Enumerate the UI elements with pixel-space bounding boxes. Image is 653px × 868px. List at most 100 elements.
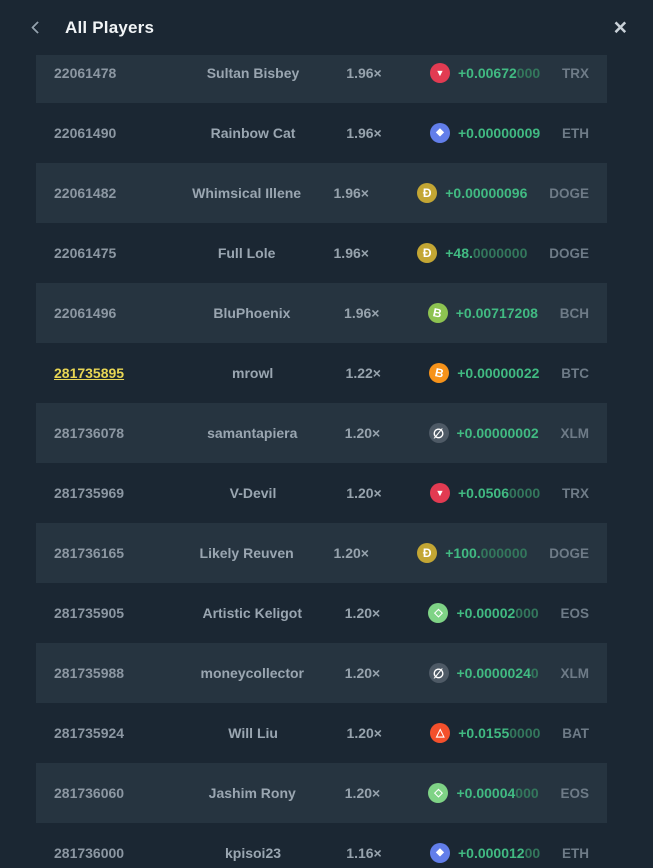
payout-multiplier: 1.20× — [346, 485, 382, 501]
coin-glyph: ∅ — [432, 665, 445, 681]
player-name: moneycollector — [200, 665, 304, 681]
player-row[interactable]: 22061478 Sultan Bisbey 1.96× ▼ +0.006720… — [36, 55, 607, 103]
bet-id[interactable]: 281736000 — [54, 845, 125, 861]
payout-multiplier: 1.96× — [333, 185, 369, 201]
bet-id[interactable]: 281735924 — [54, 725, 125, 741]
player-name: Full Lole — [217, 245, 276, 261]
bet-id[interactable]: 22061475 — [54, 245, 117, 261]
payout: ∅ +0.00000240 — [428, 663, 561, 683]
player-row[interactable]: 281736000 kpisoi23 1.16× ◆ +0.00001200 E… — [36, 823, 607, 868]
payout-multiplier: 1.96× — [346, 125, 382, 141]
coin-glyph: ◆ — [436, 847, 444, 858]
player-name: samantapiera — [207, 425, 298, 441]
player-row[interactable]: 281736165 Likely Reuven 1.20× Đ +100.000… — [36, 523, 607, 583]
player-row[interactable]: 281735988 moneycollector 1.20× ∅ +0.0000… — [36, 643, 607, 703]
bet-id[interactable]: 22061496 — [54, 305, 117, 321]
coin-glyph: B — [433, 364, 445, 381]
payout-amount: +0.00000096 — [445, 185, 528, 201]
payout-multiplier: 1.20× — [344, 425, 381, 441]
player-row[interactable]: 281735969 V-Devil 1.20× ▼ +0.05060000 TR… — [36, 463, 607, 523]
player-name: Jashim Rony — [208, 785, 296, 801]
payout-amount: +100.000000 — [445, 545, 528, 561]
tron-icon: ▼ — [430, 63, 450, 83]
chevron-left-icon — [30, 21, 44, 34]
currency-code: BAT — [562, 725, 589, 741]
bet-id[interactable]: 281736060 — [54, 785, 125, 801]
stellar-icon: ∅ — [428, 663, 449, 683]
payout-amount: +0.00001200 — [458, 845, 541, 861]
close-icon[interactable]: × — [613, 14, 627, 40]
ethereum-icon: ◆ — [430, 123, 450, 143]
stellar-icon: ∅ — [428, 423, 449, 443]
payout-multiplier: 1.16× — [346, 845, 382, 861]
tron-icon: ▼ — [430, 483, 450, 503]
payout: B +0.00000022 — [429, 363, 561, 383]
players-list[interactable]: 22061478 Sultan Bisbey 1.96× ▼ +0.006720… — [0, 55, 653, 868]
payout: △ +0.01550000 — [430, 723, 562, 743]
currency-code: BTC — [561, 365, 589, 381]
payout-multiplier: 1.20× — [344, 785, 381, 801]
player-name: Artistic Keligot — [202, 605, 303, 621]
player-name: Will Liu — [228, 725, 278, 741]
currency-code: XLM — [560, 425, 590, 441]
eos-icon: ◇ — [428, 603, 449, 623]
bet-id[interactable]: 281735988 — [54, 665, 125, 681]
bet-id[interactable]: 22061482 — [54, 185, 117, 201]
dogecoin-icon: Đ — [417, 183, 438, 203]
eos-icon: ◇ — [428, 783, 449, 803]
bet-id[interactable]: 281736078 — [54, 425, 125, 441]
player-row[interactable]: 281736060 Jashim Rony 1.20× ◇ +0.0000400… — [36, 763, 607, 823]
player-name: Likely Reuven — [199, 545, 294, 561]
bitcoin-cash-icon: B — [427, 303, 448, 323]
back-button[interactable] — [22, 15, 48, 41]
payout: ▼ +0.00672000 — [430, 63, 562, 83]
player-row[interactable]: 22061482 Whimsical Illene 1.96× Đ +0.000… — [36, 163, 607, 223]
player-row[interactable]: 281735924 Will Liu 1.20× △ +0.01550000 B… — [36, 703, 607, 763]
player-row[interactable]: 22061496 BluPhoenix 1.96× B +0.00717208 … — [36, 283, 607, 343]
bet-id[interactable]: 281736165 — [54, 545, 125, 561]
player-name: kpisoi23 — [224, 845, 282, 861]
coin-glyph: B — [432, 304, 444, 321]
list-viewport: 22061478 Sultan Bisbey 1.96× ▼ +0.006720… — [0, 55, 653, 868]
payout-multiplier: 1.96× — [344, 305, 380, 321]
currency-code: EOS — [560, 785, 589, 801]
coin-glyph: ∅ — [432, 425, 445, 441]
currency-code: TRX — [562, 485, 589, 501]
player-row[interactable]: 281735905 Artistic Keligot 1.20× ◇ +0.00… — [36, 583, 607, 643]
payout: ◆ +0.00000009 — [430, 123, 562, 143]
ethereum-icon: ◆ — [430, 843, 450, 863]
payout-amount: +0.01550000 — [458, 725, 541, 741]
payout: Đ +100.000000 — [417, 543, 549, 563]
player-row[interactable]: 281735895 mrowl 1.22× B +0.00000022 BTC — [36, 343, 607, 403]
bet-id[interactable]: 22061490 — [54, 125, 117, 141]
bet-id[interactable]: 281735895 — [54, 365, 125, 381]
player-name: Rainbow Cat — [210, 125, 296, 141]
coin-glyph: ◆ — [436, 127, 444, 138]
payout-amount: +0.00000009 — [458, 125, 541, 141]
player-name: V-Devil — [229, 485, 277, 501]
payout-amount: +0.00000002 — [456, 425, 539, 441]
payout: Đ +0.00000096 — [417, 183, 549, 203]
payout-amount: +0.00000022 — [457, 365, 540, 381]
coin-glyph: ▼ — [435, 487, 445, 498]
bet-id[interactable]: 22061478 — [54, 65, 117, 81]
player-row[interactable]: 281736078 samantapiera 1.20× ∅ +0.000000… — [36, 403, 607, 463]
payout-amount: +0.00002000 — [456, 605, 539, 621]
currency-code: DOGE — [549, 245, 589, 261]
payout: B +0.00717208 — [427, 303, 560, 323]
coin-glyph: Đ — [422, 185, 432, 200]
player-name: mrowl — [232, 365, 274, 381]
coin-glyph: ◇ — [434, 606, 443, 619]
player-row[interactable]: 22061490 Rainbow Cat 1.96× ◆ +0.00000009… — [36, 103, 607, 163]
bet-id[interactable]: 281735969 — [54, 485, 125, 501]
player-name: Whimsical Illene — [192, 185, 302, 201]
coin-glyph: △ — [436, 726, 445, 739]
payout-multiplier: 1.22× — [345, 365, 381, 381]
bet-id[interactable]: 281735905 — [54, 605, 125, 621]
player-name: Sultan Bisbey — [206, 65, 300, 81]
player-row[interactable]: 22061475 Full Lole 1.96× Đ +48.0000000 D… — [36, 223, 607, 283]
payout-multiplier: 1.96× — [346, 65, 382, 81]
payout-amount: +0.05060000 — [458, 485, 541, 501]
payout-amount: +0.00000240 — [456, 665, 539, 681]
payout: ▼ +0.05060000 — [430, 483, 562, 503]
